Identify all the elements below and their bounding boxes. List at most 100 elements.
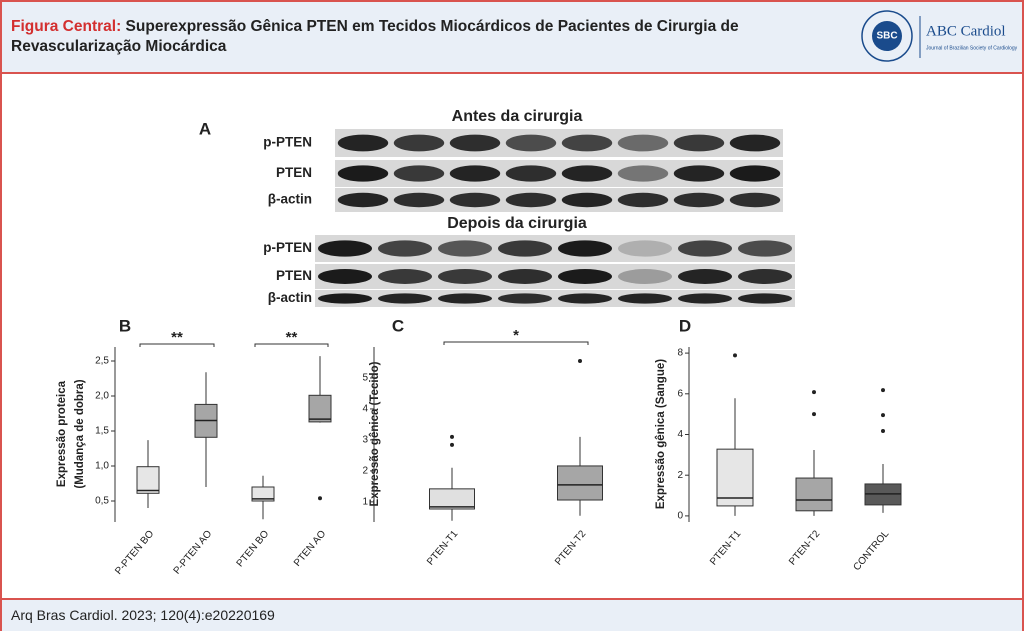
box (251, 486, 275, 502)
blot-label: p-PTEN (263, 240, 312, 255)
panel-letter: B (119, 316, 131, 335)
x-tick-label: CONTROL (851, 528, 891, 573)
blot-band (678, 240, 732, 257)
outlier (733, 353, 737, 358)
outlier (450, 434, 454, 439)
x-tick-label: PTEN-T1 (708, 528, 743, 567)
blot-band (498, 293, 552, 304)
blot-band (318, 293, 372, 304)
outlier (812, 412, 816, 417)
blot-band (337, 165, 389, 182)
blot-band (438, 240, 492, 257)
blot-band (393, 165, 445, 182)
blot-band (561, 165, 613, 182)
blot-band (438, 293, 492, 304)
y-tick-label: 5 (362, 373, 368, 384)
blot-band (617, 165, 669, 182)
y-tick-label: 2,0 (95, 391, 109, 402)
journal-sub: Journal of Brazilian Society of Cardiolo… (926, 45, 1018, 51)
blot-band (617, 192, 669, 208)
blot-band (618, 269, 672, 284)
blot-band (505, 134, 557, 152)
blot-band (337, 134, 389, 152)
blot-band (318, 269, 372, 284)
y-tick-label: 2 (362, 466, 368, 477)
outlier (450, 442, 454, 447)
panel-letter: C (392, 316, 404, 335)
blot-strip (315, 290, 795, 307)
blot-band (673, 192, 725, 208)
blot-band (505, 192, 557, 208)
y-tick-label: 1,0 (95, 461, 109, 472)
blot-label: p-PTEN (263, 135, 312, 150)
blot-band (618, 240, 672, 257)
title-text: Revascularização Miocárdica (11, 38, 227, 55)
outlier (318, 496, 322, 501)
blot-title: Antes da cirurgia (452, 108, 583, 125)
blot-band (673, 165, 725, 182)
panel-letter: A (199, 119, 211, 138)
outlier (578, 358, 582, 363)
y-tick-label: 4 (677, 429, 683, 440)
blot-band (738, 269, 792, 284)
y-axis-label: (Mudança de dobra) (74, 379, 86, 488)
panel-letter: D (679, 316, 691, 335)
y-tick-label: 4 (362, 404, 368, 415)
title: Figura Central: Superexpressão Gênica PT… (11, 18, 739, 36)
box (795, 477, 833, 512)
blot-band (498, 269, 552, 284)
blot-band (449, 165, 501, 182)
panels: A Antes da cirurgia Depois da cirurgia p-PT… (56, 108, 902, 577)
y-tick-label: 0 (677, 511, 683, 522)
y-tick-label: 2,5 (95, 356, 109, 367)
header: Figura Central: Superexpressão Gênica PT… (2, 2, 1022, 74)
x-tick-label: PTEN-T2 (787, 528, 822, 567)
blot-label: β-actin (268, 192, 312, 207)
blot-band (378, 269, 432, 284)
blot-label: PTEN (276, 165, 312, 180)
journal-name: ABC Cardiol (926, 23, 1006, 39)
outlier (881, 429, 885, 434)
x-tick-label: PTEN-T1 (425, 528, 460, 567)
blot-band (318, 240, 372, 257)
outlier (881, 413, 885, 418)
outlier (881, 388, 885, 393)
blot-band (449, 134, 501, 152)
blot-band (729, 192, 781, 208)
y-tick-label: 6 (677, 388, 683, 399)
logo-text: SBC (876, 31, 897, 42)
box (136, 466, 160, 494)
blot-band (738, 293, 792, 304)
blot-band (393, 134, 445, 152)
blot-label: PTEN (276, 268, 312, 283)
blot-band (378, 240, 432, 257)
blot-band (438, 269, 492, 284)
blot-band (558, 293, 612, 304)
blot-band (449, 192, 501, 208)
y-tick-label: 1 (362, 497, 368, 508)
y-axis-label: Expressão gênica (Tecido) (369, 361, 381, 506)
x-tick-label: PTEN-T2 (553, 528, 588, 567)
box (429, 488, 475, 510)
blot-label: β-actin (268, 290, 312, 305)
y-axis-label: Expressão gênica (Sangue) (655, 359, 667, 509)
significance-label: * (513, 327, 519, 344)
blot-band (678, 293, 732, 304)
x-tick-label: P-PTEN BO (113, 528, 156, 577)
title-text: Superexpressão Gênica PTEN em Tecidos Mi… (125, 18, 739, 35)
x-tick-label: PTEN AO (292, 528, 328, 568)
y-tick-label: 2 (677, 470, 683, 481)
y-tick-label: 3 (362, 435, 368, 446)
significance-bracket (254, 343, 329, 347)
box (557, 465, 603, 501)
logo: SBC ABC Cardiol Journal of Brazilian Soc… (861, 10, 1018, 62)
significance-bracket (443, 341, 589, 345)
outlier (812, 390, 816, 395)
x-tick-label: P-PTEN AO (172, 528, 215, 576)
blot-band (558, 269, 612, 284)
significance-label: ** (171, 329, 183, 346)
box (716, 448, 754, 507)
blot-band (498, 240, 552, 257)
y-tick-label: 8 (677, 348, 683, 359)
blot-band (561, 134, 613, 152)
